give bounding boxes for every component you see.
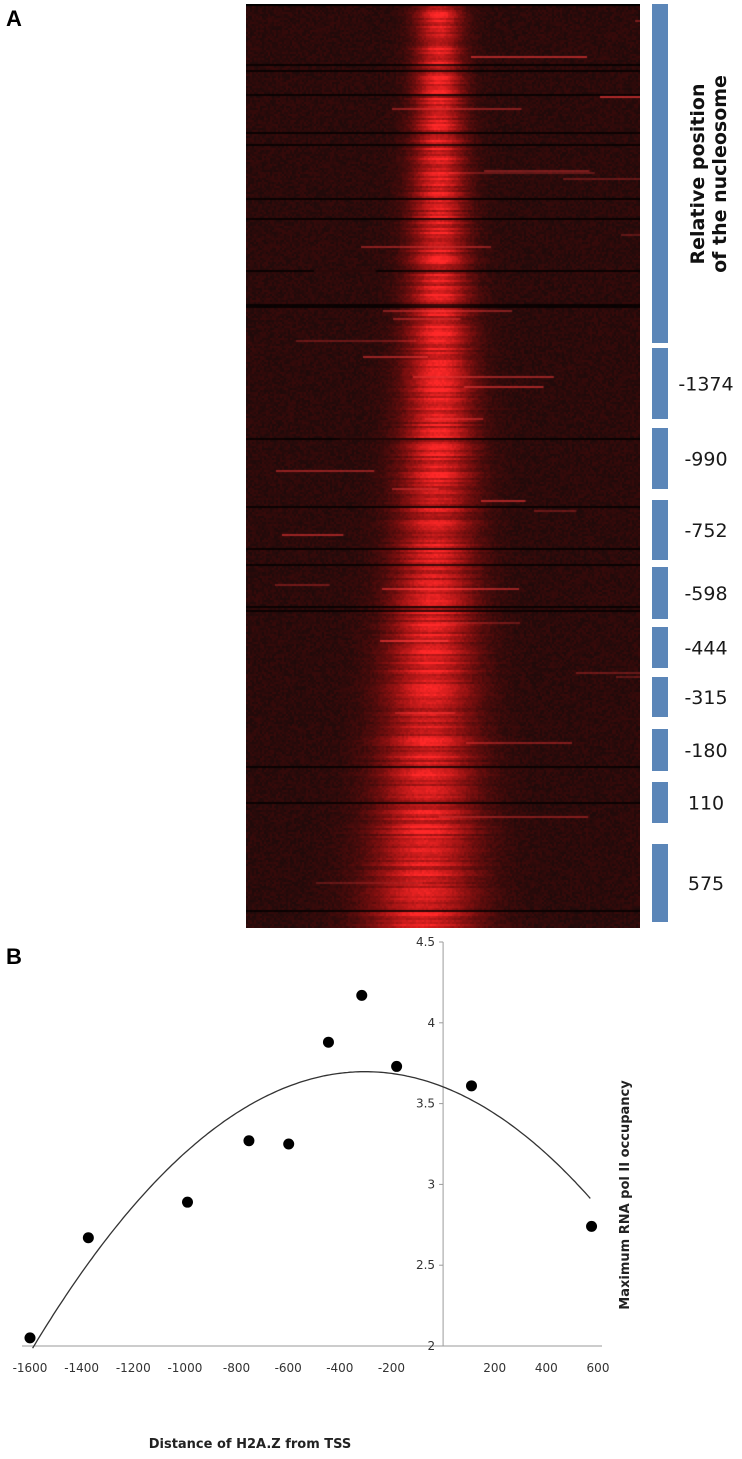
position-bar (652, 677, 668, 717)
y-tick-label: 3.5 (416, 1097, 435, 1111)
position-label: 110 (688, 793, 724, 815)
position-label: 575 (688, 873, 724, 895)
data-point (465, 1080, 477, 1092)
position-label: -444 (684, 638, 727, 660)
x-tick-label: -1200 (116, 1361, 151, 1375)
data-point (391, 1060, 403, 1072)
position-bar (652, 567, 668, 619)
position-bar (652, 844, 668, 922)
position-label: -315 (684, 687, 727, 709)
data-point (322, 1036, 334, 1048)
y-tick-label: 4 (427, 1016, 435, 1030)
data-point (356, 989, 368, 1001)
x-axis-title: Distance of H2A.Z from TSS (149, 1437, 352, 1452)
position-label: -990 (684, 449, 727, 471)
data-point (181, 1196, 193, 1208)
position-bar (652, 500, 668, 560)
position-label: -598 (684, 583, 727, 605)
position-bar (652, 782, 668, 823)
scatter-plot: 2 2.5 3 3.5 4 4.5 -1600 -1400 -1200 -1000 -800 -600… (13, 935, 633, 1452)
position-label: -1374 (678, 374, 733, 396)
y-tick-label: 3 (427, 1177, 435, 1191)
position-bar (652, 428, 668, 489)
nucleosome-heatmap (246, 4, 640, 928)
data-point (24, 1332, 36, 1344)
x-tick-label: -1400 (64, 1361, 99, 1375)
position-label: -180 (684, 740, 727, 762)
data-point (586, 1220, 598, 1232)
x-tick-label: -1000 (167, 1361, 202, 1375)
x-tick-label: 600 (587, 1361, 610, 1375)
panel-b-letter: B (6, 944, 22, 969)
y-tick-label: 4.5 (416, 935, 435, 949)
x-tick-label: -800 (223, 1361, 250, 1375)
trend-curve (32, 1071, 591, 1349)
x-tick-label: -200 (378, 1361, 405, 1375)
data-point (283, 1138, 295, 1150)
nucleosome-header-label: Relative position (687, 84, 709, 265)
x-tick-label: 200 (483, 1361, 506, 1375)
y-tick-label: 2.5 (416, 1258, 435, 1272)
data-point (82, 1232, 94, 1244)
nucleosome-position-bars: Relative position of the nucleosome -1374 -… (652, 4, 734, 922)
x-tick-label: -400 (326, 1361, 353, 1375)
position-bar (652, 729, 668, 771)
x-tick-label: -1600 (13, 1361, 48, 1375)
y-tick-label: 2 (427, 1339, 435, 1353)
panel-a-letter: A (6, 6, 22, 31)
position-bar (652, 4, 668, 343)
position-bar (652, 627, 668, 668)
x-tick-label: -600 (275, 1361, 302, 1375)
data-point (243, 1135, 255, 1147)
x-tick-label: 400 (535, 1361, 558, 1375)
y-axis-title: Maximum RNA pol II occupancy (618, 1080, 633, 1310)
position-bar (652, 348, 668, 419)
nucleosome-header-label: of the nucleosome (709, 75, 731, 273)
position-label: -752 (684, 520, 727, 542)
